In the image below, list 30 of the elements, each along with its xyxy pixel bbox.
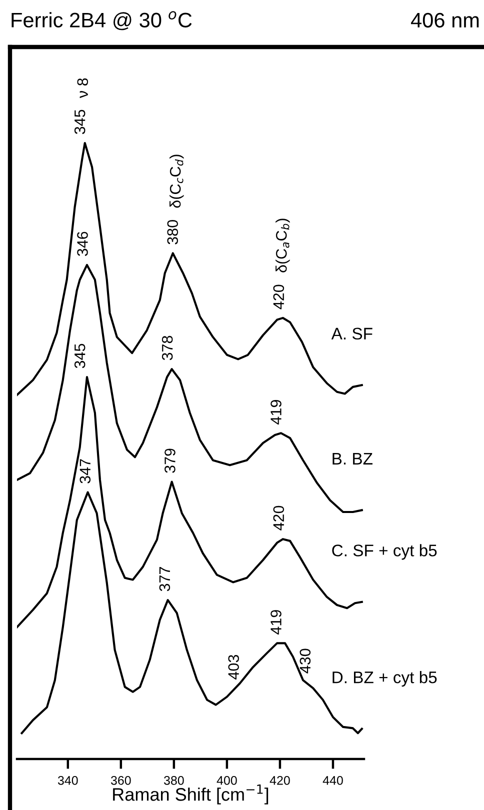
series-label: B. BZ [332,452,372,464]
annotation: 420 [273,506,284,530]
annotation: δ(C$_{c}$C$_{d}$) [170,154,184,208]
annotation: 378 [162,336,173,360]
annotation: 346 [77,232,88,256]
x-tick-label: 400 [216,776,237,785]
annotation: 430 [300,648,311,674]
annotation: 419 [270,610,282,635]
annotation: 379 [164,448,176,473]
annotation: 403 [228,655,240,680]
text: 406 nm [410,12,479,28]
annotation: 419 [270,400,282,424]
series-label: A. SF [331,328,372,340]
annotation: 420 [273,284,284,310]
annotation: δ(C$_{a}$C$_{b}$) [276,218,290,272]
annotation: 345 [74,344,86,368]
series-label: C. SF + cyt b5 [332,544,437,560]
series-label: D. BZ + cyt b5 [332,671,437,687]
x-tick-label: 340 [58,776,78,785]
x-tick-label: 440 [322,776,343,785]
x-tick-label: 360 [110,776,131,785]
x-tick-label: 380 [164,776,184,785]
annotation: 380 [167,220,178,244]
x-axis-title: Raman Shift [cm$^{−1}$] [113,784,268,804]
text: ν 8 [77,78,88,98]
chart-title: Ferric 2B4 @ 30 $^{o}$C [12,11,192,30]
annotation: 377 [159,567,170,592]
annotation: 345 [74,110,86,134]
x-tick-label: 420 [270,776,290,785]
annotation: 347 [80,459,91,484]
